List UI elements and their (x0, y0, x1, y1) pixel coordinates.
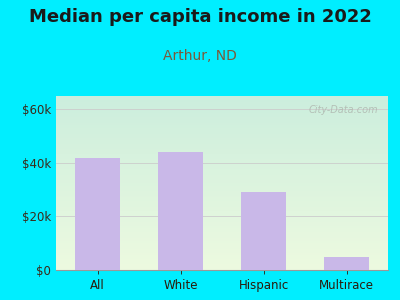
Text: Median per capita income in 2022: Median per capita income in 2022 (28, 8, 372, 26)
Bar (75, 158, 120, 270)
Bar (158, 152, 203, 270)
Bar (324, 256, 369, 270)
Text: City-Data.com: City-Data.com (308, 105, 378, 115)
Text: Arthur, ND: Arthur, ND (163, 50, 237, 64)
Bar (241, 192, 286, 270)
